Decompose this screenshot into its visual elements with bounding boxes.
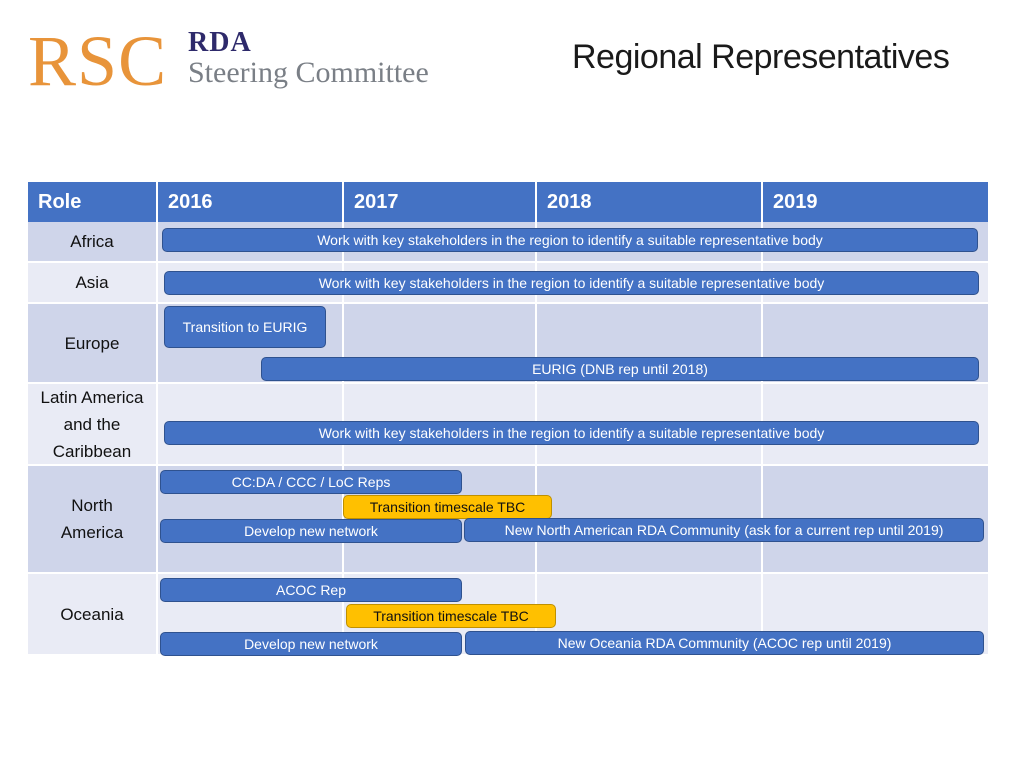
bar-north-america-develop: Develop new network: [160, 519, 462, 543]
header-2016: 2016: [158, 182, 344, 222]
bar-oceania-acoc: ACOC Rep: [160, 578, 462, 602]
bar-asia-stakeholders: Work with key stakeholders in the region…: [164, 271, 979, 295]
header-2017: 2017: [344, 182, 537, 222]
role-asia: Asia: [28, 263, 158, 302]
bar-oceania-develop: Develop new network: [160, 632, 462, 656]
bar-africa-stakeholders: Work with key stakeholders in the region…: [162, 228, 978, 252]
bar-north-america-transition: Transition timescale TBC: [343, 495, 552, 519]
bar-europe-transition: Transition to EURIG: [164, 306, 326, 348]
page-title: Regional Representatives: [572, 38, 950, 76]
role-africa: Africa: [28, 222, 158, 261]
header-2018: 2018: [537, 182, 763, 222]
header-role: Role: [28, 182, 158, 222]
role-north-america: North America: [28, 466, 158, 572]
bar-europe-eurig: EURIG (DNB rep until 2018): [261, 357, 979, 381]
bar-oceania-transition: Transition timescale TBC: [346, 604, 556, 628]
bar-north-america-community: New North American RDA Community (ask fo…: [464, 518, 984, 542]
role-oceania: Oceania: [28, 574, 158, 654]
logo-subtitle: Steering Committee: [188, 56, 429, 89]
logo-rsc-text: RSC: [28, 21, 168, 101]
bar-latin-america-stakeholders: Work with key stakeholders in the region…: [164, 421, 979, 445]
role-latin-america: Latin America and the Caribbean: [28, 384, 158, 464]
bar-oceania-community: New Oceania RDA Community (ACOC rep unti…: [465, 631, 984, 655]
bar-north-america-reps: CC:DA / CCC / LoC Reps: [160, 470, 462, 494]
logo-rda-text: RDA: [188, 27, 252, 58]
header-2019: 2019: [763, 182, 988, 222]
role-europe: Europe: [28, 304, 158, 382]
